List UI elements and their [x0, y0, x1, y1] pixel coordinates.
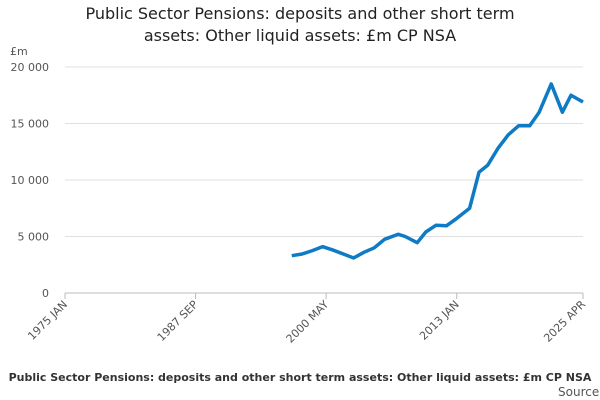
x-tick-label: 2025 APR [541, 298, 588, 345]
y-tick-label: 20 000 [11, 61, 50, 74]
y-tick-label: 5 000 [18, 231, 50, 244]
chart-title: assets: Other liquid assets: £m CP NSA [144, 26, 456, 45]
x-tick-label: 1987 SEP [155, 298, 201, 344]
y-tick-label: 0 [42, 287, 49, 300]
y-tick-label: 10 000 [11, 174, 50, 187]
line [291, 82, 584, 260]
x-tick-label: 2013 JAN [417, 298, 462, 343]
chart-title: Public Sector Pensions: deposits and oth… [85, 4, 514, 23]
x-tick-label: 1975 JAN [25, 298, 70, 343]
y-tick-label: 15 000 [11, 118, 50, 131]
y-unit: £m [10, 45, 28, 58]
source: Source: [558, 385, 600, 399]
footer: Public Sector Pensions: deposits and oth… [9, 371, 592, 384]
x-tick-label: 2000 MAY [284, 298, 332, 346]
